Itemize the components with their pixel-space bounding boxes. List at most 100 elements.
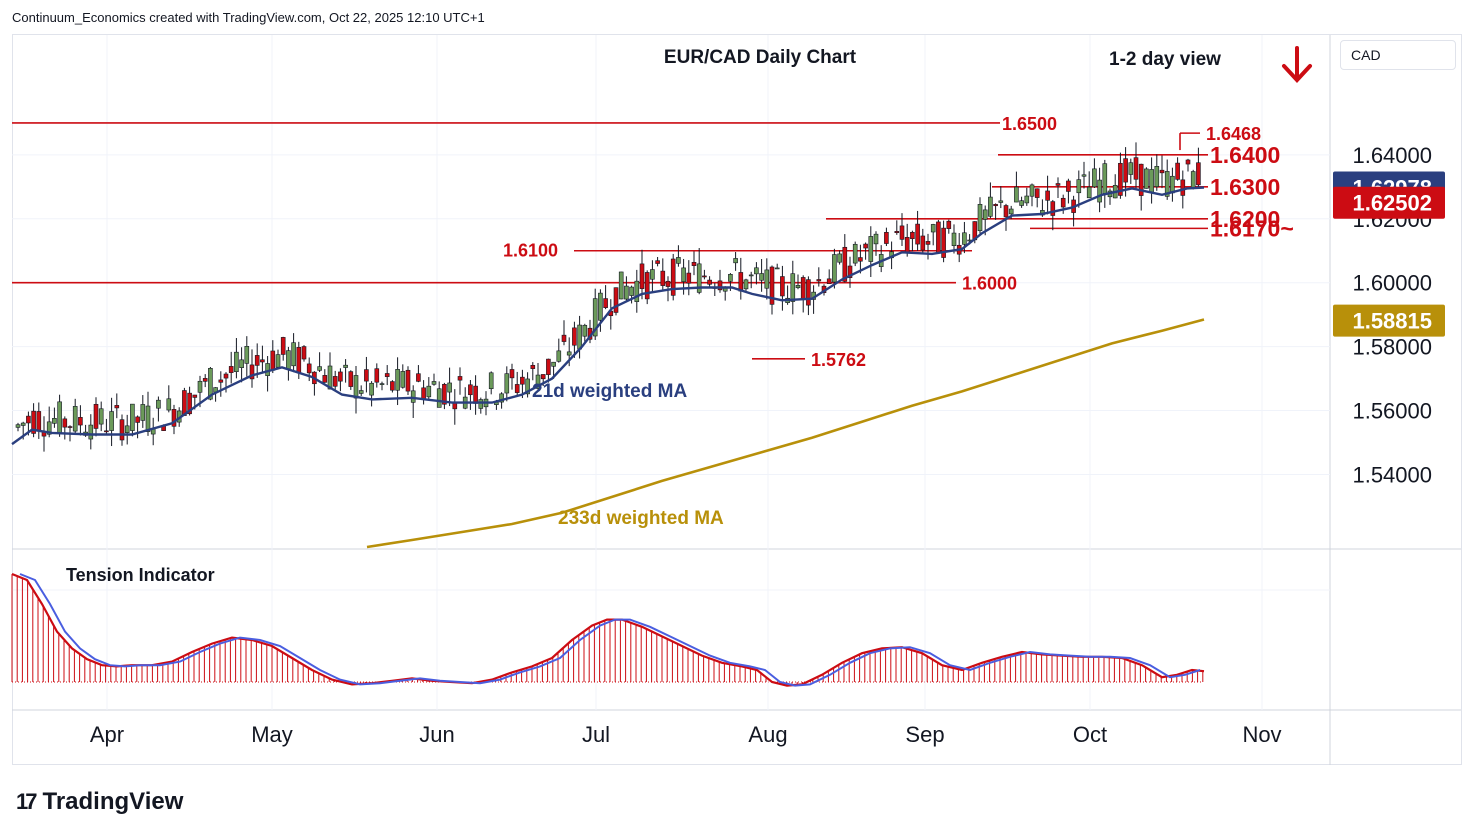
- candle-body: [1196, 162, 1201, 186]
- candle-body: [525, 378, 530, 395]
- candle-body: [1144, 168, 1149, 189]
- candle-body: [400, 371, 406, 388]
- candle-body: [670, 258, 676, 296]
- candle-body: [1180, 179, 1186, 196]
- candle-body: [182, 390, 187, 416]
- candle-body: [899, 225, 905, 240]
- candle-body: [977, 204, 983, 232]
- candle-body: [202, 378, 208, 382]
- time-axis-label-jun: Jun: [419, 722, 454, 747]
- candle-body: [561, 334, 567, 342]
- candle-body: [1045, 190, 1050, 201]
- candle-body: [1050, 201, 1056, 216]
- candle-body: [93, 403, 99, 429]
- candle-body: [1066, 180, 1071, 192]
- tradingview-logo-text: TradingView: [42, 788, 184, 815]
- candle-body: [629, 286, 634, 296]
- tension-line-blue: [19, 573, 1201, 687]
- candle-body: [577, 324, 582, 350]
- candle-body: [379, 383, 385, 385]
- candle-body: [1034, 188, 1040, 198]
- candle-body: [62, 418, 68, 428]
- candle-body: [1060, 197, 1066, 208]
- candle-body: [592, 298, 598, 337]
- candle-body: [353, 375, 359, 399]
- candle-body: [98, 408, 104, 425]
- candle-body: [1175, 162, 1180, 180]
- candle-body: [26, 415, 31, 424]
- candle-body: [816, 279, 822, 282]
- ma-21-line: [11, 186, 1205, 446]
- candle-body: [260, 359, 265, 363]
- candle-body: [1019, 200, 1024, 206]
- candle-body: [208, 368, 213, 400]
- candle-body: [951, 232, 957, 247]
- candle-body: [197, 380, 203, 393]
- price-tick-label: 1.54000: [1352, 462, 1432, 487]
- candle-body: [790, 273, 796, 302]
- chart-title: EUR/CAD Daily Chart: [664, 47, 857, 68]
- candle-body: [46, 421, 52, 435]
- candle-body: [936, 221, 941, 253]
- candle-body: [655, 260, 660, 264]
- candle-body: [88, 424, 94, 440]
- candle-body: [676, 257, 681, 264]
- candle-body: [1086, 186, 1092, 199]
- candle-body: [925, 241, 931, 245]
- candle-body: [774, 267, 780, 270]
- candle-body: [348, 371, 354, 387]
- candle-body: [946, 220, 952, 229]
- candle-body: [806, 279, 811, 306]
- price-badge: [1333, 304, 1445, 337]
- level-label-16300: 1.6300: [1210, 174, 1280, 200]
- candle-body: [338, 371, 343, 382]
- candle-body: [1133, 157, 1139, 180]
- tradingview-logo[interactable]: 17 TradingView: [16, 788, 183, 816]
- candle-body: [275, 354, 281, 368]
- price-tick-label: 1.64000: [1352, 143, 1432, 168]
- candle-body: [1185, 159, 1191, 165]
- level-label-16170: 1.6170~: [1210, 215, 1294, 241]
- candle-body: [369, 382, 374, 396]
- time-axis-label-sep: Sep: [905, 722, 944, 747]
- candle-body: [239, 359, 244, 368]
- level-label-16400: 1.6400: [1210, 142, 1280, 168]
- level-label-16200: 1.6200: [1210, 206, 1280, 232]
- time-axis-label-jul: Jul: [582, 722, 610, 747]
- chart-subtitle: 1-2 day view: [1109, 49, 1221, 70]
- candle-body: [665, 280, 671, 287]
- candle-body: [280, 337, 286, 355]
- candle-body: [598, 292, 603, 321]
- ma-21-label: 21d weighted MA: [532, 381, 687, 402]
- candle-body: [187, 392, 192, 415]
- candle-body: [800, 277, 806, 300]
- candle-body: [421, 387, 426, 400]
- candle-body: [962, 232, 967, 245]
- candle-body: [988, 196, 993, 217]
- candle-body: [769, 266, 775, 305]
- candle-body: [1029, 184, 1035, 197]
- candle-body: [1076, 179, 1082, 194]
- candle-body: [447, 382, 452, 393]
- tradingview-logo-mark: 17: [16, 789, 38, 814]
- candle-body: [572, 327, 577, 346]
- candle-body: [863, 243, 868, 249]
- candle-body: [322, 375, 328, 383]
- candle-body: [124, 425, 130, 433]
- candle-body: [390, 381, 395, 391]
- candle-body: [624, 285, 629, 300]
- candle-body: [551, 361, 556, 367]
- candle-body: [296, 347, 302, 373]
- candle-body: [286, 350, 291, 370]
- candle-body: [145, 405, 151, 432]
- ma-233-line: [366, 318, 1205, 549]
- currency-selector[interactable]: CAD: [1340, 40, 1456, 70]
- candle-body: [650, 269, 655, 280]
- candle-body: [135, 416, 140, 423]
- candle-body: [696, 263, 702, 293]
- candle-body: [457, 376, 463, 381]
- ma-233-label: 233d weighted MA: [558, 508, 724, 529]
- candle-body: [1055, 183, 1061, 186]
- candle-body: [904, 236, 910, 253]
